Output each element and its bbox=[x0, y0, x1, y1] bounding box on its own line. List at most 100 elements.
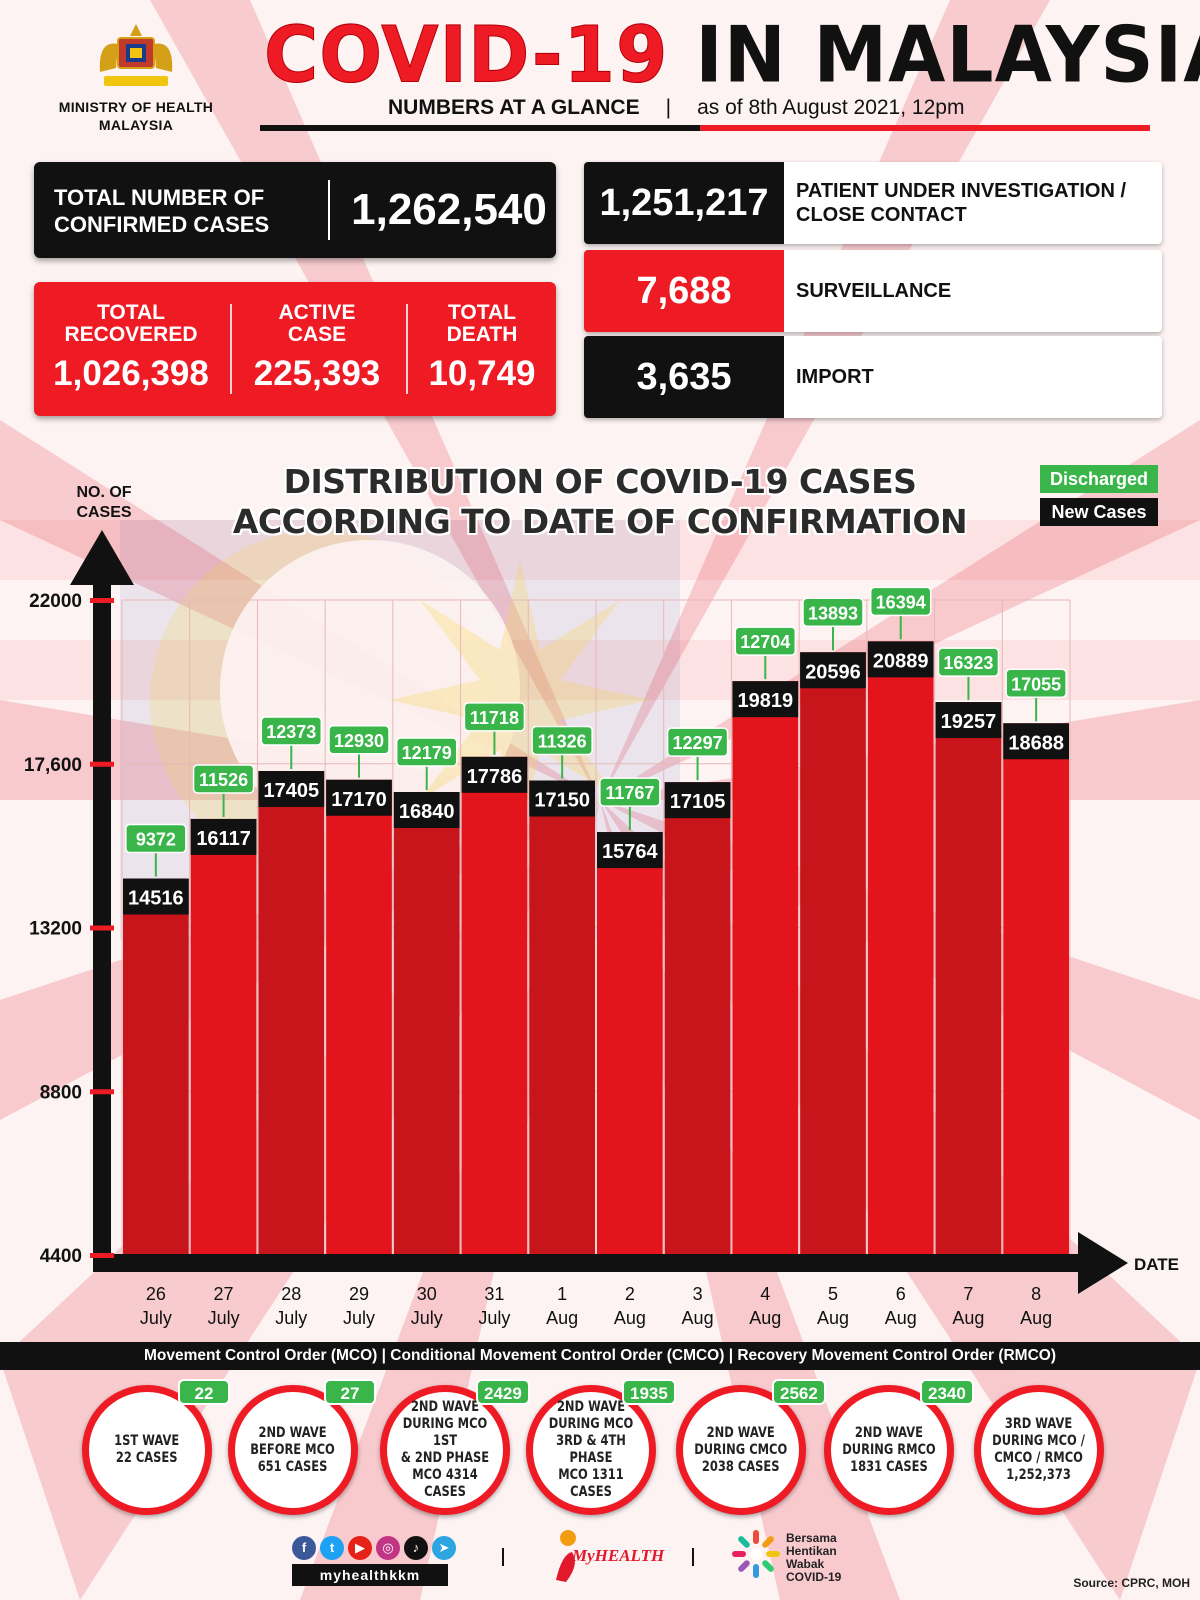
discharged-value-label: 13893 bbox=[808, 603, 858, 623]
bar-value-label-bg bbox=[123, 878, 189, 915]
x-tick-label-day: 30 bbox=[417, 1284, 437, 1304]
youtube-icon[interactable]: ▶ bbox=[348, 1536, 372, 1560]
wave-text: 3RD WAVE DURING MCO / CMCO / RMCO 1,252,373 bbox=[993, 1416, 1086, 1484]
tiktok-icon[interactable]: ♪ bbox=[404, 1536, 428, 1560]
wave-text-line: BEFORE MCO bbox=[250, 1441, 336, 1458]
stat-label-line-1: TOTAL bbox=[447, 301, 517, 324]
breakdown-row-import: 3,635 IMPORT bbox=[584, 336, 1162, 418]
wave-circle: 2ND WAVE BEFORE MCO 651 CASES bbox=[228, 1385, 358, 1515]
discharged-label-bg bbox=[463, 702, 526, 732]
x-tick-label-month: Aug bbox=[1020, 1308, 1052, 1328]
x-tick-label-month: Aug bbox=[546, 1308, 578, 1328]
x-tick-label-month: July bbox=[411, 1308, 443, 1328]
bar-value-label: 16840 bbox=[399, 801, 455, 823]
bersama-logo bbox=[732, 1530, 780, 1578]
discharged-value-label: 11718 bbox=[470, 708, 519, 728]
bar-new-cases bbox=[393, 792, 460, 1255]
confirmed-value: 1,262,540 bbox=[351, 185, 547, 234]
x-tick-label-month: Aug bbox=[817, 1308, 849, 1328]
x-tick-label-month: July bbox=[275, 1308, 307, 1328]
wave-circle: 2ND WAVE DURING RMCO 1831 CASES bbox=[824, 1385, 954, 1515]
ministry-line-2: MALAYSIA bbox=[98, 117, 174, 133]
wave-text-line: DURING MCO / bbox=[992, 1433, 1086, 1449]
wave-text: 2ND WAVE BEFORE MCO 651 CASES bbox=[251, 1425, 335, 1476]
stat-value: 10,749 bbox=[428, 354, 536, 393]
wave-circle: 2ND WAVE DURING CMCO 2038 CASES bbox=[676, 1385, 806, 1515]
wave-text-line: 1831 CASES bbox=[850, 1458, 928, 1475]
bar-value-label-bg bbox=[190, 818, 257, 855]
myhealth-wordmark: MyHEALTH bbox=[572, 1546, 665, 1565]
x-tick-label-month: Aug bbox=[885, 1308, 917, 1328]
discharged-value-label: 17055 bbox=[1011, 674, 1061, 694]
confirmed-divider bbox=[328, 180, 330, 240]
breakdown-value: 1,251,217 bbox=[584, 162, 784, 244]
subtitle-separator: | bbox=[665, 96, 672, 119]
breakdown-value: 3,635 bbox=[584, 336, 784, 418]
discharged-value-label: 11767 bbox=[605, 783, 654, 803]
wave-badge: 2340 bbox=[920, 1379, 974, 1405]
confirmed-label: TOTAL NUMBER OF CONFIRMED CASES bbox=[54, 184, 316, 238]
wave-text-line: 2ND WAVE bbox=[854, 1424, 924, 1441]
discharged-value-label: 16323 bbox=[943, 653, 993, 673]
chart-title-line-2: ACCORDING TO DATE OF CONFIRMATION bbox=[232, 502, 968, 541]
discharged-label-bg bbox=[328, 725, 390, 755]
wave-text-line: 2ND WAVE bbox=[706, 1424, 776, 1441]
wave-text: 2ND WAVE DURING CMCO 2038 CASES bbox=[694, 1425, 787, 1476]
x-tick-label-day: 3 bbox=[693, 1284, 703, 1304]
bar-value-label: 17405 bbox=[263, 780, 319, 802]
discharged-label-bg bbox=[531, 725, 593, 756]
x-tick-label-day: 28 bbox=[281, 1284, 301, 1304]
x-tick-label-day: 2 bbox=[625, 1284, 635, 1304]
bar-new-cases bbox=[326, 779, 392, 1255]
twitter-icon[interactable]: t bbox=[320, 1536, 344, 1560]
wave-text-line: DURING MCO 1ST bbox=[402, 1416, 488, 1449]
wave-text-line: CMCO / RMCO bbox=[994, 1450, 1084, 1466]
title-covid: COVID-19 bbox=[264, 9, 669, 101]
chart-title-line-1: DISTRIBUTION OF COVID-19 CASES bbox=[283, 462, 917, 501]
y-tick-mark bbox=[90, 1089, 114, 1095]
x-tick-label-month: Aug bbox=[614, 1308, 646, 1328]
bar-new-cases bbox=[597, 832, 663, 1255]
y-tick-label: 22000 bbox=[29, 591, 82, 612]
bar-value-label-bg bbox=[664, 782, 731, 819]
breakdown-label: SURVEILLANCE bbox=[796, 280, 952, 302]
page-title: COVID-19 IN MALAYSIA bbox=[264, 9, 1200, 101]
bar-value-label-bg bbox=[935, 702, 1002, 739]
coat-of-arms-logo bbox=[99, 24, 173, 86]
x-tick-label-month: July bbox=[140, 1308, 172, 1328]
wave-text-line: 2ND WAVE bbox=[556, 1399, 626, 1415]
legend-discharged: Discharged bbox=[1040, 465, 1158, 493]
discharged-value-label: 11526 bbox=[199, 770, 248, 790]
bar-value-label: 14516 bbox=[128, 888, 184, 910]
x-axis-line bbox=[93, 1254, 1083, 1272]
stat-label-line-2: RECOVERED bbox=[64, 323, 198, 346]
bar-new-cases bbox=[664, 782, 731, 1255]
wave-item: 2ND WAVE DURING MCO 3RD & 4TH PHASE MCO 131… bbox=[526, 1379, 676, 1515]
bar-new-cases bbox=[529, 780, 595, 1255]
telegram-icon[interactable]: ➤ bbox=[432, 1536, 456, 1560]
wave-text-line: 651 CASES bbox=[258, 1458, 328, 1475]
stat-label-line-1: ACTIVE bbox=[278, 301, 356, 324]
bar-value-label-bg bbox=[732, 681, 799, 718]
bar-value-label: 19819 bbox=[737, 690, 793, 712]
bar-value-label: 17786 bbox=[467, 766, 523, 788]
wave-text-line: 1,252,373 bbox=[1006, 1467, 1072, 1483]
stat-value: 1,026,398 bbox=[53, 354, 209, 393]
facebook-icon[interactable]: f bbox=[292, 1536, 316, 1560]
instagram-icon[interactable]: ◎ bbox=[376, 1536, 400, 1560]
bar-value-label: 17170 bbox=[331, 789, 387, 811]
discharged-value-label: 12373 bbox=[266, 722, 316, 742]
bar-value-label: 18688 bbox=[1008, 732, 1064, 754]
discharged-label-bg bbox=[599, 777, 661, 807]
bar-value-label: 20596 bbox=[805, 661, 861, 683]
breakdown-value: 7,688 bbox=[584, 250, 784, 332]
bar-value-label-bg bbox=[800, 652, 866, 689]
social-handle: myhealthkkm bbox=[292, 1564, 448, 1586]
y-axis-arrow bbox=[70, 530, 134, 585]
x-tick-label-day: 31 bbox=[484, 1284, 504, 1304]
x-tick-label-day: 6 bbox=[896, 1284, 906, 1304]
wave-text-line: 3RD & 4TH PHASE bbox=[556, 1433, 626, 1466]
wave-text-line: 3RD WAVE bbox=[1005, 1416, 1073, 1432]
header-rule-red bbox=[700, 125, 1150, 131]
